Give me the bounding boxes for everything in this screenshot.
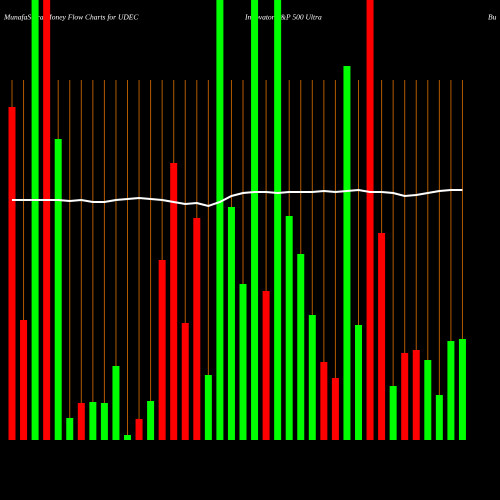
bar: [285, 216, 293, 440]
bar: [147, 401, 155, 440]
bar: [158, 260, 166, 440]
bar: [170, 163, 178, 440]
bar: [389, 386, 397, 440]
bar: [89, 402, 97, 440]
bar: [227, 207, 235, 440]
bar: [31, 0, 39, 440]
chart-title: MunafaSutra Money Flow Charts for UDEC: [3, 13, 139, 22]
bar: [124, 435, 131, 440]
bar: [239, 284, 247, 440]
bar: [216, 0, 224, 440]
bar: [274, 0, 282, 440]
bar: [181, 323, 189, 440]
corner-text: Bu: [488, 13, 497, 22]
bar: [308, 315, 316, 440]
chart-subtitle: Innovator S&P 500 Ultra: [244, 13, 322, 22]
bar: [412, 350, 420, 440]
bar: [447, 341, 455, 440]
bar: [320, 362, 328, 440]
bar: [77, 403, 85, 440]
bar: [355, 325, 362, 440]
bar: [8, 107, 16, 440]
bar: [193, 218, 201, 440]
bar: [262, 291, 270, 440]
bar: [331, 378, 339, 440]
money-flow-line: [12, 188, 463, 208]
bar: [43, 0, 51, 440]
bar: [401, 353, 409, 440]
bar: [20, 320, 28, 440]
bar: [135, 419, 143, 440]
bar: [435, 395, 443, 440]
bar: [66, 418, 74, 440]
bar: [343, 66, 351, 440]
bar: [366, 0, 374, 440]
bar: [297, 254, 305, 440]
bar: [458, 339, 466, 440]
bar: [424, 360, 432, 440]
bar: [204, 375, 212, 440]
bar: [251, 0, 259, 440]
bar: [54, 139, 62, 440]
bar: [100, 403, 108, 440]
bar: [378, 233, 386, 440]
bar: [112, 366, 120, 440]
